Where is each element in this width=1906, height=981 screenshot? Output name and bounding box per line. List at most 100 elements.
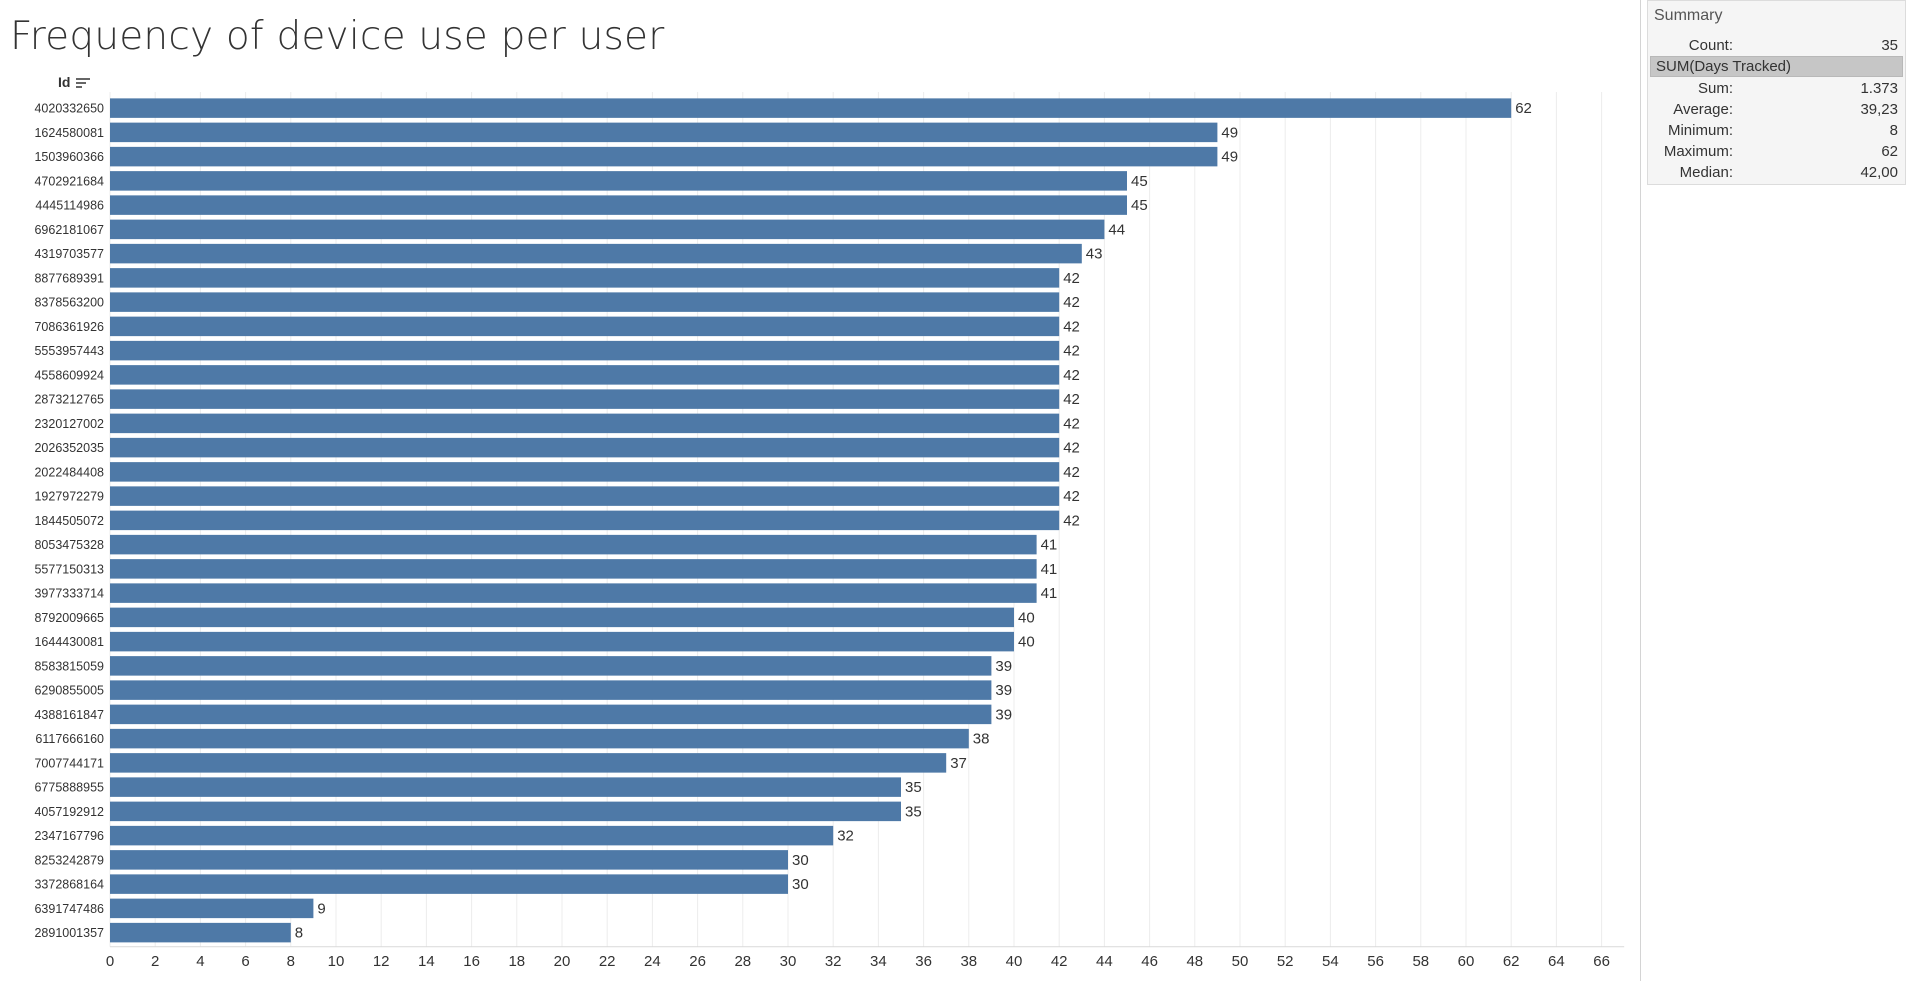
y-tick-label: 7007744171 [34,756,104,770]
y-tick-label: 4558609924 [34,368,104,382]
y-tick-label: 1844505072 [34,514,104,528]
data-label: 42 [1063,512,1080,529]
y-tick-label: 1624580081 [34,126,104,140]
x-tick-label: 40 [1006,953,1023,970]
bar [110,874,788,894]
bar [110,365,1060,385]
minimum-value: 8 [1889,122,1898,139]
summary-count-row: Count: 35 [1648,35,1905,55]
bar [110,825,834,846]
x-tick-label: 26 [689,953,706,970]
data-label: 44 [1108,221,1125,238]
bar [110,316,1060,337]
bar [110,243,1082,264]
y-tick-label: 2026352035 [34,441,104,455]
bar [110,850,788,870]
data-label: 42 [1063,367,1080,384]
data-label: 49 [1221,124,1238,141]
bar [110,437,1060,458]
data-label: 35 [905,779,922,796]
bar [110,268,1060,288]
sort-descending-icon[interactable] [76,78,90,90]
data-label: 41 [1041,537,1058,554]
y-tick-label: 3977333714 [34,587,104,601]
y-tick-label: 6775888955 [34,781,104,795]
x-tick-label: 12 [373,953,390,970]
average-value: 39,23 [1860,101,1898,118]
x-tick-label: 6 [241,953,249,970]
y-tick-label: 2347167796 [34,829,104,843]
summary-sum-row: Sum: 1.373 [1648,78,1905,98]
x-tick-label: 44 [1096,953,1113,970]
x-tick-label: 62 [1503,953,1520,970]
x-tick-label: 18 [508,953,525,970]
x-tick-label: 34 [870,953,887,970]
chart-title: Frequency of device use per user [10,14,665,59]
x-tick-label: 58 [1412,953,1429,970]
summary-median-row: Median: 42,00 [1648,162,1905,182]
data-label: 45 [1131,173,1148,190]
y-tick-label: 8378563200 [34,296,104,310]
y-tick-label: 7086361926 [34,320,104,334]
sum-label: Sum: [1697,80,1733,97]
bar-chart: 0 2 4 6 8 10 12 14 16 18 20 22 24 26 28 30 32 34 36 38 40 42 4… [34,92,1625,970]
data-label: 8 [295,925,303,942]
data-label: 42 [1063,343,1080,360]
data-label: 42 [1063,415,1080,432]
count-label: Count: [1688,37,1733,54]
summary-field-header: SUM(Days Tracked) [1650,56,1903,77]
data-label: 49 [1221,149,1238,166]
y-axis-header[interactable]: Id [58,74,71,90]
bar [110,753,947,773]
bar [110,704,992,725]
bar [110,559,1037,579]
data-label: 42 [1063,270,1080,287]
x-tick-label: 32 [825,953,842,970]
bar [110,486,1060,506]
x-tick-label: 66 [1593,953,1610,970]
maximum-label: Maximum: [1663,143,1733,160]
x-tick-label: 8 [287,953,295,970]
data-label: 42 [1063,464,1080,481]
y-tick-label: 5577150313 [34,562,104,576]
y-tick-label: 2891001357 [34,926,104,940]
data-label: 40 [1018,634,1035,651]
bar [110,777,901,797]
y-tick-label: 4057192912 [34,805,104,819]
bar [110,607,1014,628]
x-tick-label: 42 [1051,953,1068,970]
x-tick-label: 28 [734,953,751,970]
bar [110,292,1060,312]
y-tick-label: 5553957443 [34,344,104,358]
data-label: 40 [1018,609,1035,626]
x-tick-label: 2 [151,953,159,970]
bar [110,583,1037,603]
y-tick-label: 4319703577 [34,247,104,261]
data-label: 30 [792,852,809,869]
bar [110,219,1105,240]
bar [110,413,1060,434]
data-label: 38 [973,731,990,748]
y-tick-label: 6962181067 [34,223,104,237]
sum-value: 1.373 [1860,80,1898,97]
average-label: Average: [1673,101,1733,118]
y-tick-label: 2320127002 [34,417,104,431]
y-tick-label: 8792009665 [34,611,104,625]
x-tick-label: 10 [328,953,345,970]
data-label: 39 [995,658,1012,675]
summary-panel: Summary Count: 35 SUM(Days Tracked) Sum:… [1647,0,1906,185]
bar [110,171,1127,191]
x-tick-label: 30 [780,953,797,970]
panel-divider [1640,0,1641,981]
x-tick-label: 14 [418,953,435,970]
x-tick-label: 22 [599,953,616,970]
data-label: 42 [1063,440,1080,457]
summary-minimum-row: Minimum: 8 [1648,120,1905,140]
bar [110,462,1060,482]
data-label: 32 [837,828,854,845]
bar [110,146,1218,167]
bar [110,122,1218,143]
summary-field-name: SUM(Days Tracked) [1656,58,1792,75]
y-tick-label: 8053475328 [34,538,104,552]
x-tick-label: 36 [915,953,932,970]
